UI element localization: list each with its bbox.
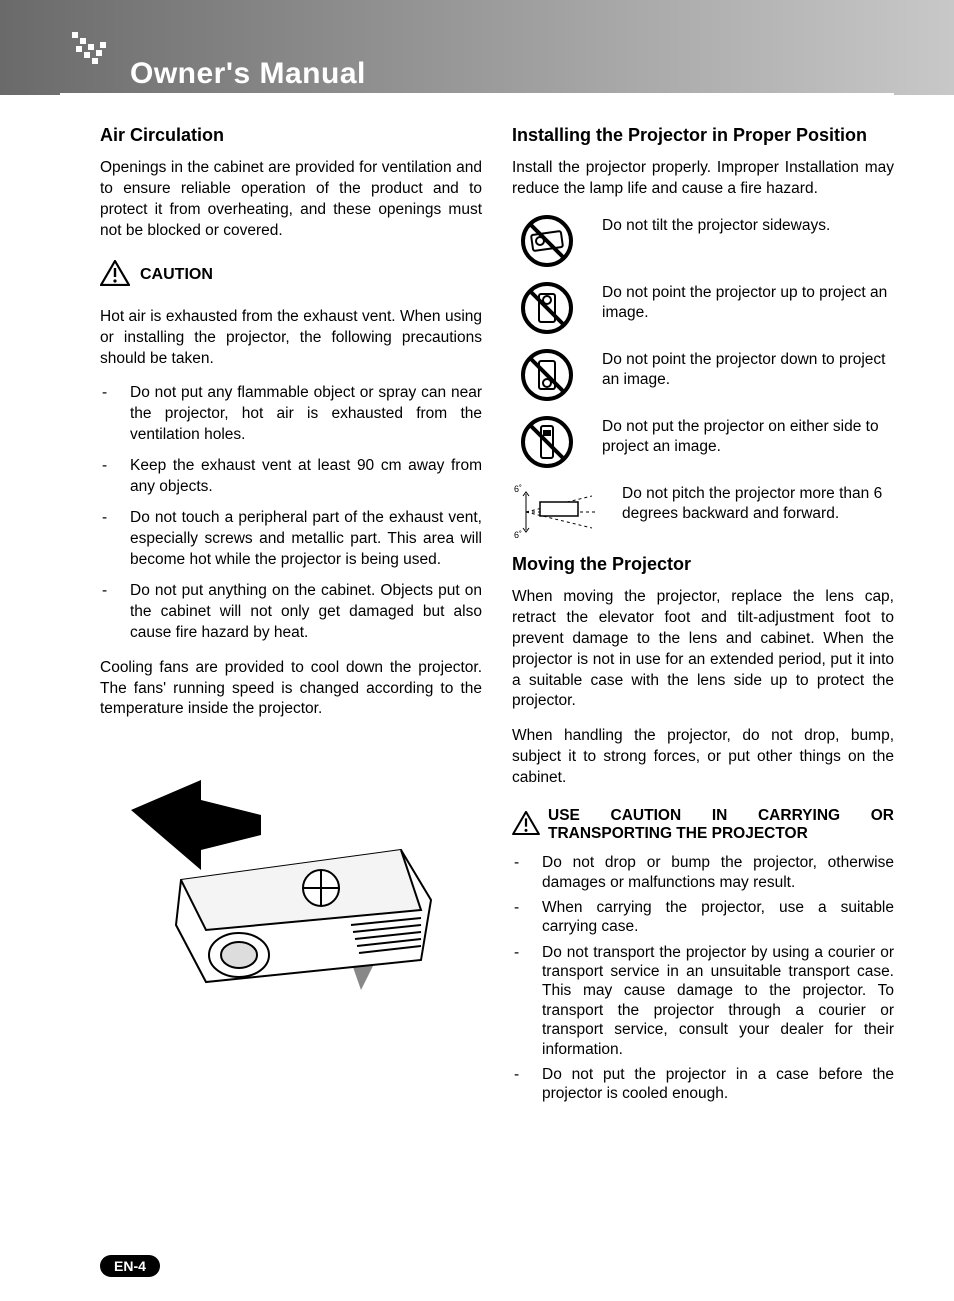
warn-text: Do not point the projector down to proje… [602, 348, 894, 390]
transport-caution-row: USE CAUTION IN CARRYING OR TRANSPORTING … [512, 807, 894, 843]
svg-text:6˚: 6˚ [514, 484, 522, 494]
warn-row-side: Do not put the projector on either side … [512, 415, 894, 470]
precaution-item: Do not touch a peripheral part of the ex… [100, 508, 482, 571]
warn-text: Do not put the projector on either side … [602, 415, 894, 457]
caution-icon [512, 811, 540, 840]
precaution-list: Do not put any flammable object or spray… [100, 383, 482, 643]
moving-paragraph-2: When handling the projector, do not drop… [512, 726, 894, 789]
transport-item: Do not transport the projector by using … [512, 943, 894, 1059]
right-column: Installing the Projector in Proper Posit… [512, 125, 894, 1118]
warn-row-pitch: 6˚ 6˚ Do not pitch the projector more th… [512, 482, 894, 542]
header-underline [60, 93, 894, 95]
transport-item: Do not put the projector in a case befor… [512, 1065, 894, 1104]
left-column: Air Circulation Openings in the cabinet … [100, 125, 482, 1118]
svg-text:6˚: 6˚ [514, 530, 522, 540]
transport-list: Do not drop or bump the projector, other… [512, 853, 894, 1104]
heading-installing: Installing the Projector in Proper Posit… [512, 125, 894, 146]
projector-illustration [100, 740, 482, 1020]
heading-air-circulation: Air Circulation [100, 125, 482, 146]
no-tilt-icon [512, 214, 582, 269]
transport-caution-label: USE CAUTION IN CARRYING OR TRANSPORTING … [548, 807, 894, 843]
moving-paragraph-1: When moving the projector, replace the l… [512, 587, 894, 713]
pitch-angle-icon: 6˚ 6˚ [512, 482, 602, 542]
manual-title: Owner's Manual [130, 57, 366, 91]
precaution-item: Keep the exhaust vent at least 90 cm awa… [100, 456, 482, 498]
warn-text: Do not pitch the projector more than 6 d… [622, 482, 894, 524]
fans-paragraph: Cooling fans are provided to cool down t… [100, 658, 482, 721]
warn-row-tilt: Do not tilt the projector sideways. [512, 214, 894, 269]
warn-row-up: Do not point the projector up to project… [512, 281, 894, 336]
precaution-item: Do not put anything on the cabinet. Obje… [100, 581, 482, 644]
page-body: Air Circulation Openings in the cabinet … [0, 95, 954, 1148]
page-number-badge: EN-4 [100, 1255, 160, 1277]
transport-item: Do not drop or bump the projector, other… [512, 853, 894, 892]
page-header: Owner's Manual [0, 0, 954, 95]
caution-label: CAUTION [140, 266, 213, 284]
no-point-down-icon [512, 348, 582, 403]
transport-item: When carrying the projector, use a suita… [512, 898, 894, 937]
caution-icon [100, 260, 130, 291]
warn-text: Do not tilt the projector sideways. [602, 214, 830, 236]
precaution-item: Do not put any flammable object or spray… [100, 383, 482, 446]
air-paragraph: Openings in the cabinet are provided for… [100, 158, 482, 242]
install-paragraph: Install the projector properly. Improper… [512, 158, 894, 200]
warn-text: Do not point the projector up to project… [602, 281, 894, 323]
warn-row-down: Do not point the projector down to proje… [512, 348, 894, 403]
arrow-deco-icon [70, 30, 112, 77]
caution-row: CAUTION [100, 260, 482, 291]
no-side-icon [512, 415, 582, 470]
no-point-up-icon [512, 281, 582, 336]
heading-moving: Moving the Projector [512, 554, 894, 575]
hot-air-paragraph: Hot air is exhausted from the exhaust ve… [100, 307, 482, 370]
